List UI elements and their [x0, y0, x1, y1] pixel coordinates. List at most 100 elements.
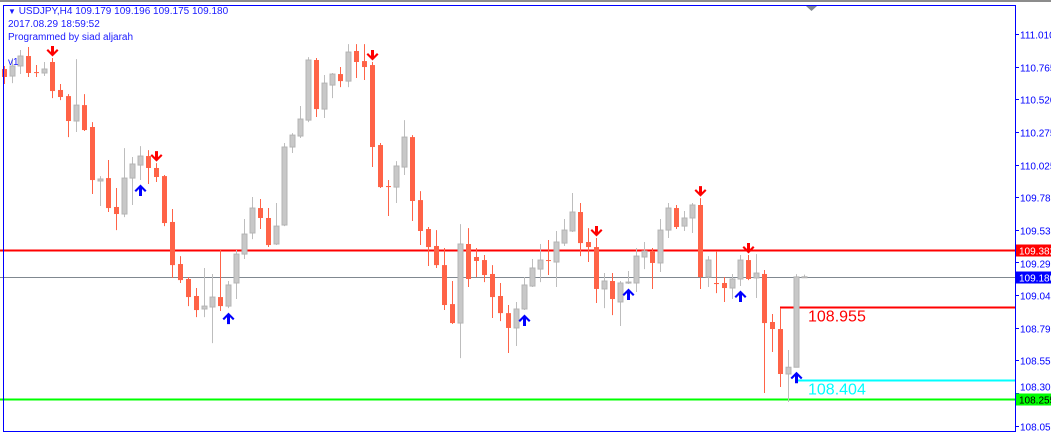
candle-body: [2, 69, 7, 77]
candle-body: [506, 313, 511, 328]
down-arrow-icon: [46, 46, 59, 57]
candle-body: [241, 233, 248, 255]
up-arrow-icon: [518, 314, 531, 327]
candle-body: [537, 259, 544, 270]
candle-body: [129, 163, 136, 179]
candle-body: [386, 186, 391, 188]
candle-body: [90, 126, 95, 181]
axis-tick-label: 110.765: [1020, 64, 1051, 75]
candle-body: [82, 105, 87, 131]
price-label: 109.180: [1019, 274, 1051, 285]
candle-body: [610, 281, 615, 300]
candle-body: [722, 282, 727, 289]
candle-body: [154, 167, 159, 178]
candle-body: [410, 137, 415, 202]
up-arrow-icon: [734, 290, 747, 303]
axis-tick-label: 108.550: [1020, 357, 1051, 368]
candles: [2, 44, 808, 402]
price-level-text: 108.955: [808, 309, 866, 326]
up-arrow-icon: [622, 288, 635, 301]
candle-body: [546, 260, 551, 262]
candle-body: [50, 61, 55, 92]
axis-tick-label: 108.055: [1020, 423, 1051, 434]
candle-body: [170, 221, 175, 266]
candle-body: [297, 118, 304, 137]
candle-body: [601, 280, 608, 290]
candle-body: [106, 178, 111, 209]
candle-body: [305, 59, 312, 121]
candle-body: [594, 247, 599, 289]
candle-body: [474, 256, 479, 261]
horizontal-lines: 108.955 108.404: [0, 249, 1015, 401]
candle-body: [466, 243, 471, 280]
symbol-ohlc: USDJPY,H4 109.179 109.196 109.175 109.18…: [18, 6, 229, 17]
symbol-info: ▼ USDJPY,H4 109.179 109.196 109.175 109.…: [8, 6, 228, 18]
candle-body: [513, 308, 520, 329]
candle-body: [17, 55, 24, 67]
axis-tick-label: 108.300: [1020, 383, 1051, 394]
candle-body: [289, 134, 296, 148]
axis-tick-label: 109.040: [1020, 292, 1051, 303]
indicator-label: v1: [8, 57, 19, 68]
price-axis-line-labels: 109.382 109.180 108.255: [1016, 244, 1051, 407]
price-level-text: 108.404: [808, 382, 866, 399]
candle-body: [785, 366, 792, 375]
price-label-bg: [1016, 271, 1051, 284]
chart-shift-marker-icon[interactable]: [806, 6, 817, 11]
candle-body: [434, 245, 439, 266]
price-label-bg: [1016, 244, 1051, 257]
candle-body: [729, 278, 736, 289]
down-arrow-icon: [742, 243, 755, 254]
candle-body: [146, 156, 151, 168]
candle-body: [569, 211, 576, 232]
candle-body: [73, 104, 80, 122]
candle-body: [362, 61, 367, 68]
plot-border: [3, 5, 1016, 432]
price-label-bg: [1016, 393, 1051, 406]
candle-body: [578, 212, 583, 244]
candle-body: [393, 165, 400, 188]
axis-tick-label: 109.535: [1020, 227, 1051, 238]
candle-body: [209, 296, 216, 308]
up-arrow-icon: [222, 312, 235, 325]
candle-body: [657, 229, 664, 264]
indicator-credit: Programmed by siad aljarah: [8, 32, 134, 43]
candle-body: [370, 65, 375, 148]
candle-body: [617, 282, 624, 303]
candle-body: [34, 72, 39, 74]
candle-body: [650, 251, 655, 263]
candle-body: [249, 207, 256, 234]
candle-body: [529, 267, 536, 287]
candle-body: [162, 176, 167, 224]
candle-body: [201, 305, 208, 310]
candle-body: [401, 136, 408, 168]
candle-body: [114, 206, 119, 215]
candle-body: [674, 208, 679, 228]
candle-body: [266, 217, 271, 246]
price-axis: 111.010 110.765 110.520 110.275 110.025 109.7…: [1015, 31, 1051, 434]
candle-body: [633, 255, 640, 284]
server-time: 2017.08.29 18:59:52: [8, 19, 100, 30]
candle-body: [273, 225, 280, 245]
candle-body: [762, 273, 767, 324]
candle-body: [746, 260, 751, 280]
candle-body: [66, 96, 71, 122]
collapse-triangle-icon[interactable]: ▼: [8, 7, 16, 16]
candle-body: [178, 264, 183, 281]
candle-body: [225, 284, 232, 307]
candle-body: [714, 282, 719, 285]
candle-body: [793, 276, 800, 368]
candle-body: [753, 272, 760, 279]
candle-body: [586, 242, 591, 248]
candle-body: [770, 321, 775, 330]
candle-body: [137, 155, 144, 166]
candle-body: [641, 250, 648, 258]
down-arrow-icon: [150, 151, 163, 162]
candle-body: [705, 259, 712, 278]
axis-tick-label: 110.275: [1020, 129, 1051, 140]
candle-body: [281, 146, 288, 226]
candle-body: [321, 82, 328, 110]
down-arrow-icon: [590, 226, 603, 237]
candle-body: [378, 145, 383, 188]
